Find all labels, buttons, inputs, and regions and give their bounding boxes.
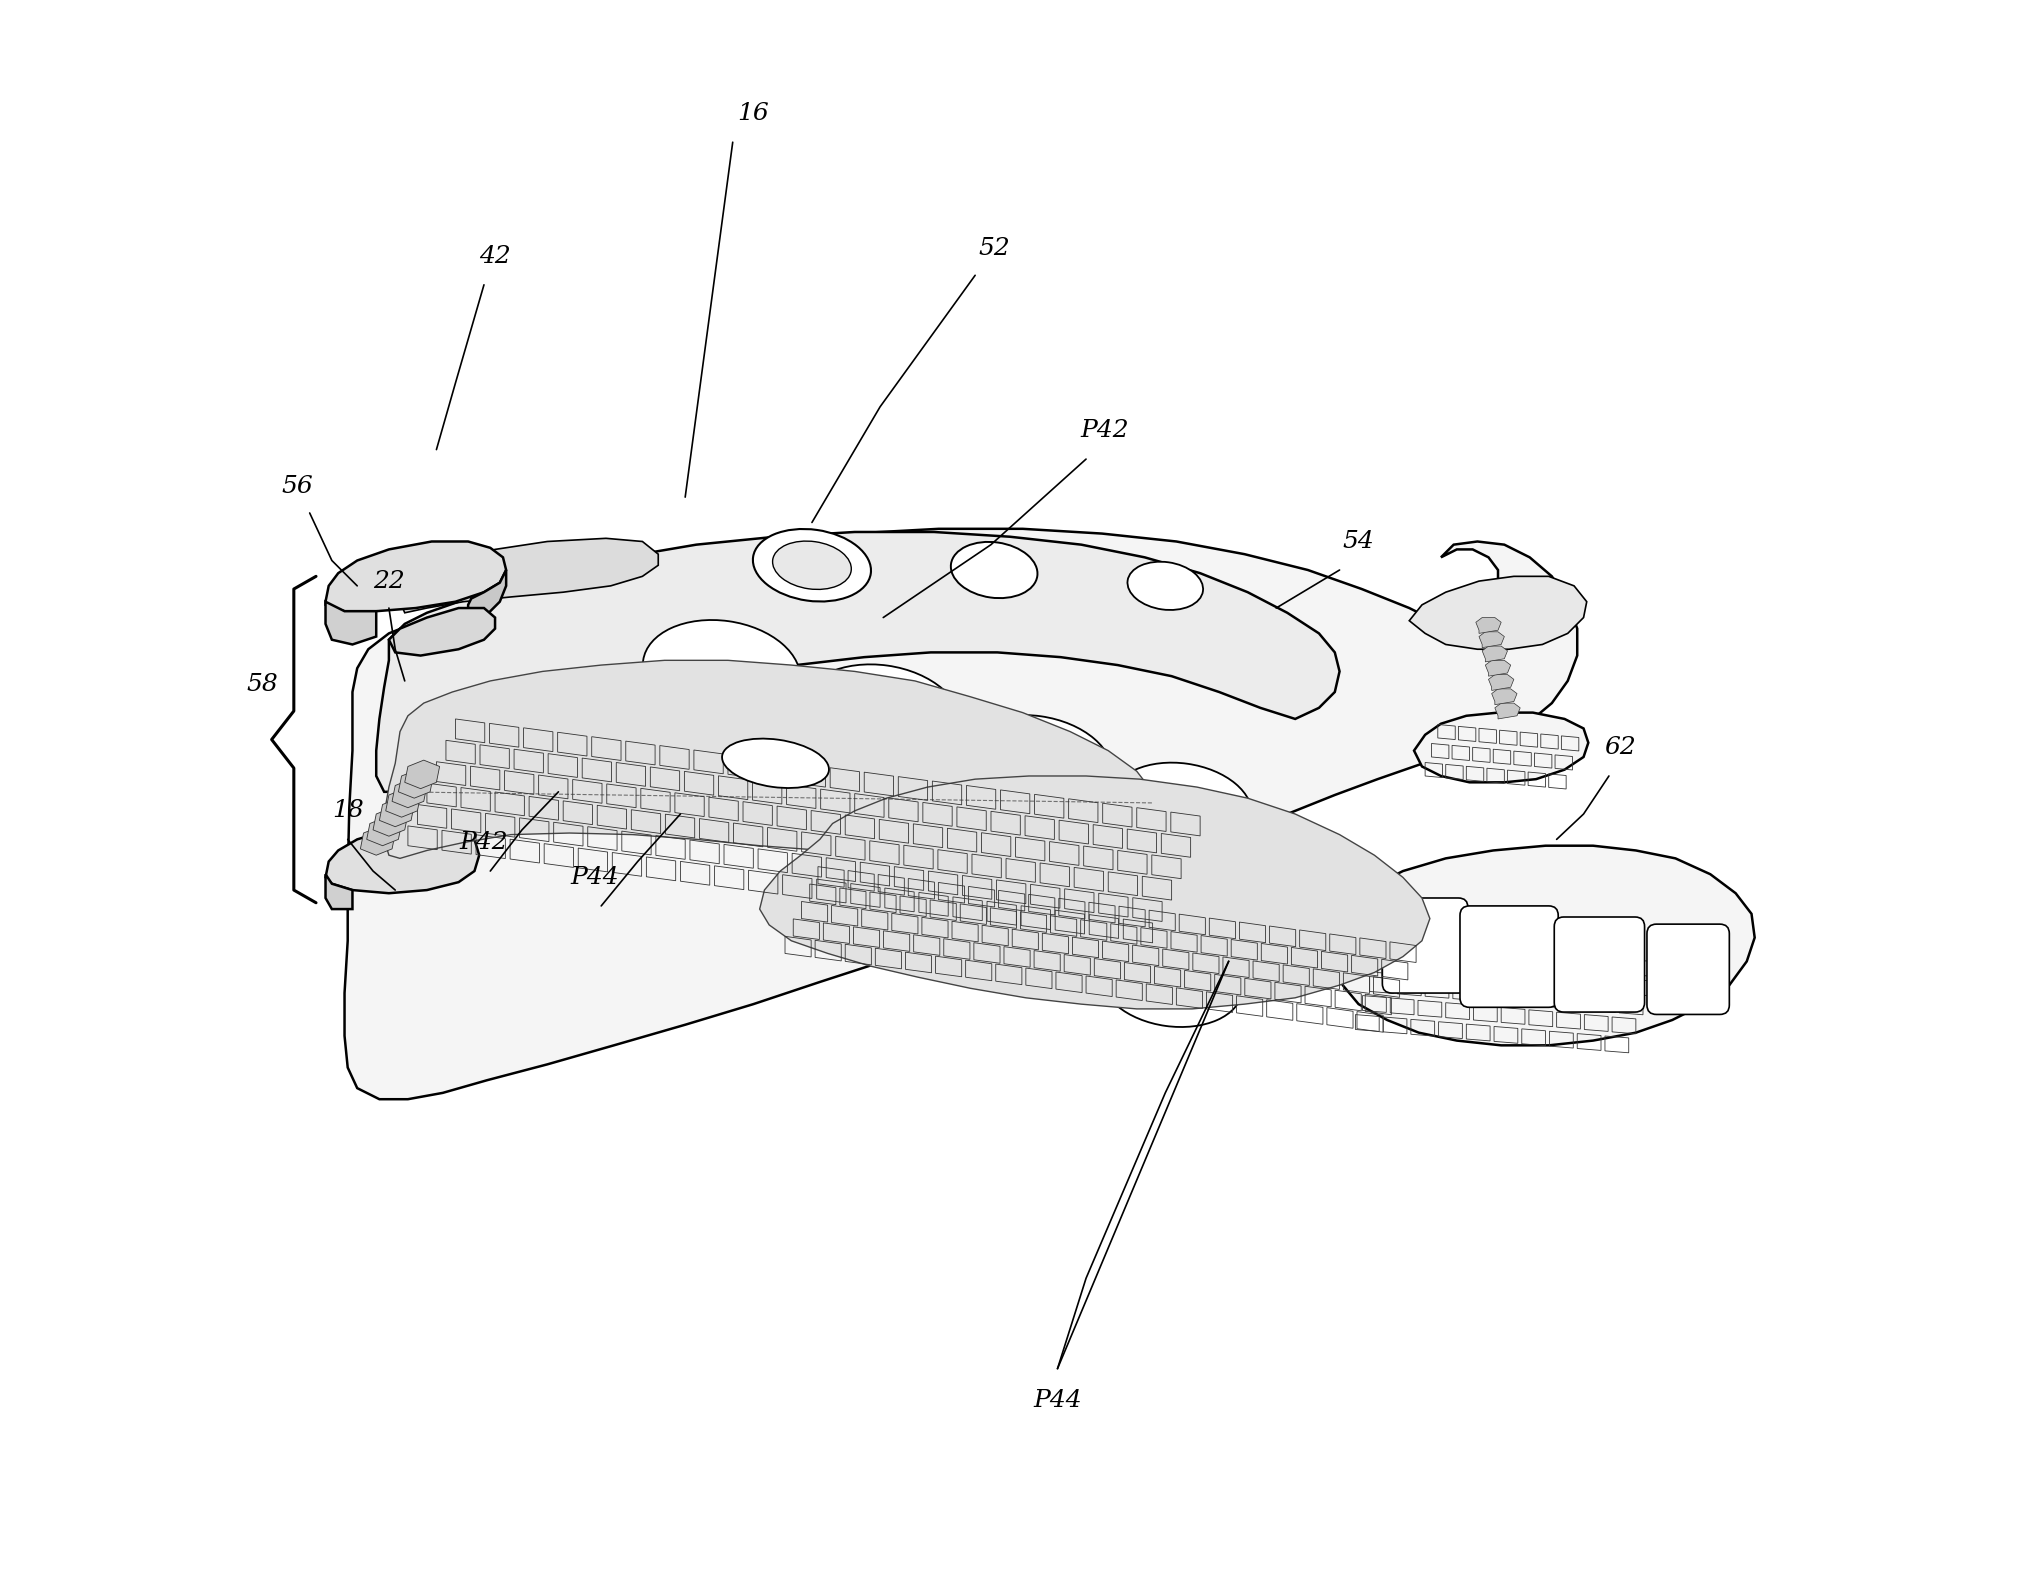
Polygon shape	[1483, 646, 1507, 661]
Polygon shape	[325, 601, 376, 644]
Polygon shape	[469, 569, 507, 636]
Polygon shape	[760, 776, 1430, 1010]
Polygon shape	[392, 779, 426, 808]
FancyBboxPatch shape	[1646, 924, 1729, 1014]
Ellipse shape	[1111, 763, 1252, 852]
Ellipse shape	[951, 542, 1038, 598]
Polygon shape	[398, 770, 432, 798]
Text: 52: 52	[978, 237, 1010, 259]
Polygon shape	[360, 827, 396, 855]
Ellipse shape	[753, 529, 871, 601]
Ellipse shape	[772, 541, 850, 590]
Text: 56: 56	[281, 474, 313, 498]
Polygon shape	[1479, 631, 1505, 647]
FancyBboxPatch shape	[1553, 917, 1644, 1013]
Ellipse shape	[798, 665, 962, 773]
Text: 16: 16	[737, 102, 770, 126]
Text: 58: 58	[246, 673, 279, 695]
Ellipse shape	[949, 889, 1107, 992]
Polygon shape	[400, 539, 659, 612]
Polygon shape	[384, 660, 1153, 862]
Text: 22: 22	[374, 569, 404, 593]
Polygon shape	[325, 875, 351, 909]
Ellipse shape	[802, 846, 960, 949]
Polygon shape	[1410, 576, 1588, 649]
Polygon shape	[1414, 712, 1588, 782]
FancyBboxPatch shape	[1382, 898, 1469, 994]
Polygon shape	[376, 533, 1339, 792]
Polygon shape	[386, 789, 420, 817]
Ellipse shape	[721, 739, 828, 789]
Text: P44: P44	[1032, 1388, 1083, 1412]
Text: 18: 18	[331, 800, 364, 822]
FancyBboxPatch shape	[1460, 906, 1557, 1008]
Ellipse shape	[1101, 937, 1242, 1027]
Text: P44: P44	[570, 867, 620, 889]
Ellipse shape	[642, 620, 800, 723]
Ellipse shape	[1127, 561, 1204, 611]
Polygon shape	[1495, 703, 1521, 719]
Polygon shape	[1489, 674, 1513, 690]
Text: 42: 42	[479, 245, 511, 267]
Polygon shape	[380, 798, 414, 827]
Polygon shape	[390, 607, 495, 655]
Polygon shape	[325, 827, 479, 894]
Polygon shape	[1485, 660, 1511, 676]
Text: 54: 54	[1343, 529, 1374, 553]
Polygon shape	[368, 817, 402, 846]
Polygon shape	[1335, 846, 1755, 1045]
Polygon shape	[1491, 688, 1517, 704]
Text: 62: 62	[1604, 736, 1636, 758]
Polygon shape	[345, 529, 1578, 1099]
Text: P42: P42	[461, 832, 509, 854]
Polygon shape	[374, 808, 408, 836]
Ellipse shape	[955, 716, 1113, 817]
Polygon shape	[1477, 617, 1501, 633]
Polygon shape	[404, 760, 440, 789]
Text: P42: P42	[1081, 420, 1129, 442]
Polygon shape	[325, 542, 507, 611]
